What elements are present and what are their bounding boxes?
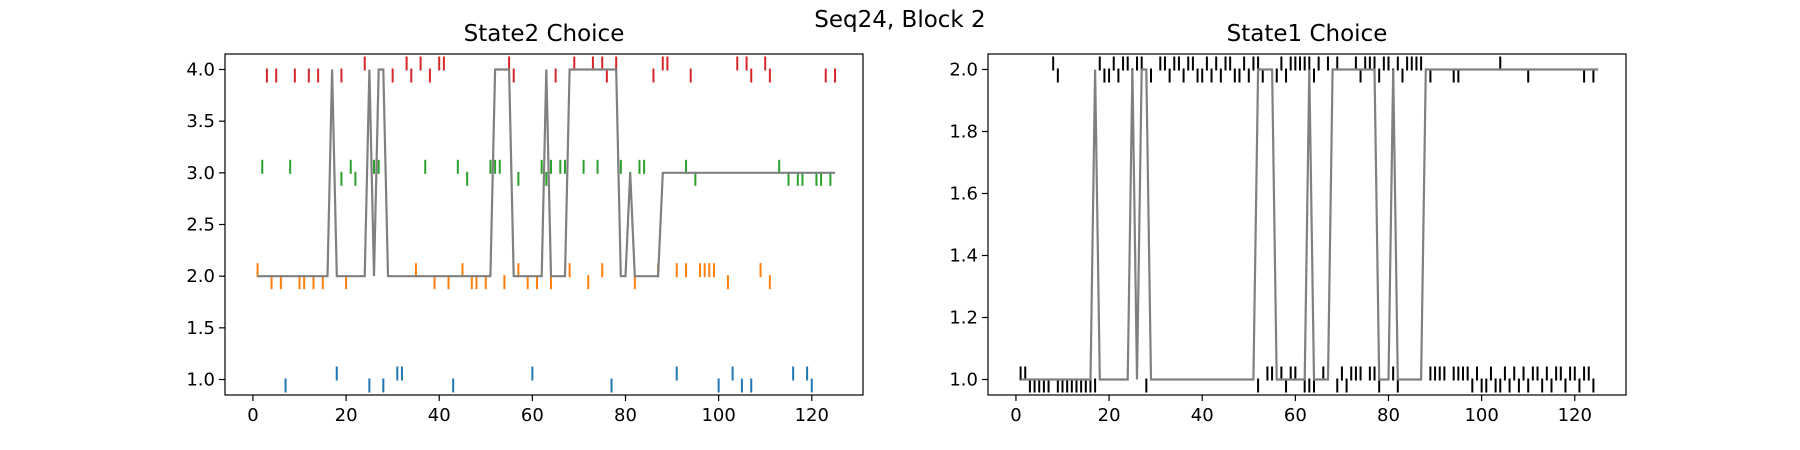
chart-title: State1 Choice xyxy=(1227,21,1388,47)
x-tick-label: 120 xyxy=(1558,405,1592,426)
marker-series xyxy=(284,366,813,393)
axes-frame xyxy=(224,53,864,396)
x-tick-label: 60 xyxy=(521,405,544,426)
y-tick-label: 1.0 xyxy=(949,370,978,391)
chart-title: State2 Choice xyxy=(464,21,625,47)
marker-series xyxy=(265,56,837,83)
x-tick-label: 100 xyxy=(701,405,735,426)
y-tick-label: 1.6 xyxy=(949,184,978,205)
x-tick-label: 60 xyxy=(1284,405,1307,426)
figure-suptitle: Seq24, Block 2 xyxy=(814,7,985,33)
x-tick-label: 80 xyxy=(1377,405,1400,426)
y-tick-label: 3.0 xyxy=(186,163,215,184)
marker-series xyxy=(261,159,832,186)
marker-series xyxy=(256,263,771,290)
y-tick-label: 3.5 xyxy=(186,111,215,132)
x-tick-label: 0 xyxy=(247,405,258,426)
y-tick-label: 2.0 xyxy=(949,60,978,81)
x-tick-label: 100 xyxy=(1464,405,1498,426)
axes-frame xyxy=(987,53,1627,396)
y-tick-label: 2.5 xyxy=(186,215,215,236)
marker-series xyxy=(1019,366,1595,393)
x-tick-label: 20 xyxy=(335,405,358,426)
y-tick-label: 1.8 xyxy=(949,122,978,143)
x-tick-label: 0 xyxy=(1010,405,1021,426)
y-tick-label: 2.0 xyxy=(186,266,215,287)
chart-panel-state2-choice: State2 Choice 0 20 40 60 80 100 120 1.0 1.5 2.0 2.5… xyxy=(186,21,864,426)
choice-line xyxy=(257,68,836,278)
x-tick-label: 40 xyxy=(1191,405,1214,426)
y-tick-label: 1.5 xyxy=(186,318,215,339)
y-tick-label: 1.0 xyxy=(186,370,215,391)
choice-line xyxy=(1020,68,1599,381)
chart-panel-state1-choice: State1 Choice 0 20 40 60 80 100 120 1.0 1.2 1.4 1.6… xyxy=(949,21,1627,426)
x-tick-label: 20 xyxy=(1098,405,1121,426)
x-tick-label: 40 xyxy=(428,405,451,426)
y-tick-label: 1.2 xyxy=(949,308,978,329)
x-tick-label: 120 xyxy=(795,405,829,426)
y-tick-label: 1.4 xyxy=(949,246,978,267)
y-tick-label: 4.0 xyxy=(186,60,215,81)
x-tick-label: 80 xyxy=(614,405,637,426)
